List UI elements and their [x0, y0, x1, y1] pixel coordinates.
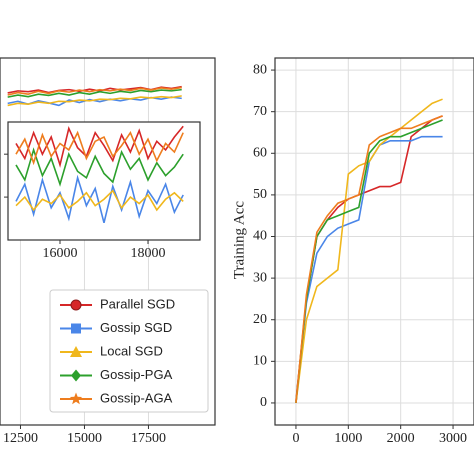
data-line	[15, 174, 184, 224]
y-tick-label: 70	[253, 104, 267, 119]
data-line	[15, 130, 184, 166]
plot-area	[275, 58, 474, 425]
y-tick-label: 80	[253, 62, 267, 77]
legend-marker	[70, 299, 82, 311]
y-tick-label: 50	[253, 187, 267, 202]
data-line	[295, 98, 443, 404]
x-tick-label: 0	[292, 431, 299, 446]
y-tick-label: 10	[253, 354, 267, 369]
plot-background	[275, 58, 474, 425]
plot-frame	[7, 121, 201, 241]
data-line	[15, 189, 184, 212]
y-tick-label: 40	[253, 229, 267, 244]
y-tick-label: 0	[260, 395, 267, 410]
x-tick-label: 12500	[3, 431, 38, 446]
plot-area	[15, 125, 184, 224]
legend-marker	[70, 346, 82, 357]
x-tick-label: 2000	[387, 431, 415, 446]
y-tick-label: 60	[253, 146, 267, 161]
legend-label: Local SGD	[100, 343, 163, 358]
legend-marker	[71, 369, 81, 382]
legend-box	[49, 289, 209, 413]
data-line	[7, 95, 182, 107]
x-tick-label: 16000	[43, 246, 78, 261]
y-tick-label: 30	[253, 270, 267, 285]
data-line	[7, 86, 182, 96]
data-line	[15, 147, 184, 187]
data-line	[7, 88, 182, 98]
legend-label: Gossip-AGA	[100, 390, 173, 405]
legend-label: Gossip SGD	[100, 320, 172, 335]
legend-label: Parallel SGD	[100, 296, 175, 311]
y-tick-label: 20	[253, 312, 267, 327]
legend-label: Gossip-PGA	[100, 367, 173, 382]
plot-frame	[274, 57, 474, 426]
legend-marker	[71, 323, 81, 334]
x-tick-label: 3000	[439, 431, 467, 446]
x-tick-label: 15000	[67, 431, 102, 446]
plot-frame	[0, 57, 216, 426]
x-tick-label: 18000	[130, 246, 165, 261]
data-line	[295, 119, 443, 404]
x-tick-label: 17500	[131, 431, 166, 446]
y-axis-label: Training Acc	[231, 201, 247, 280]
data-line	[295, 115, 443, 404]
legend-marker	[69, 392, 83, 405]
x-tick-label: 1000	[334, 431, 362, 446]
legend: Parallel SGD Gossip SGD Local SGD Gossip-PG…	[49, 289, 209, 413]
